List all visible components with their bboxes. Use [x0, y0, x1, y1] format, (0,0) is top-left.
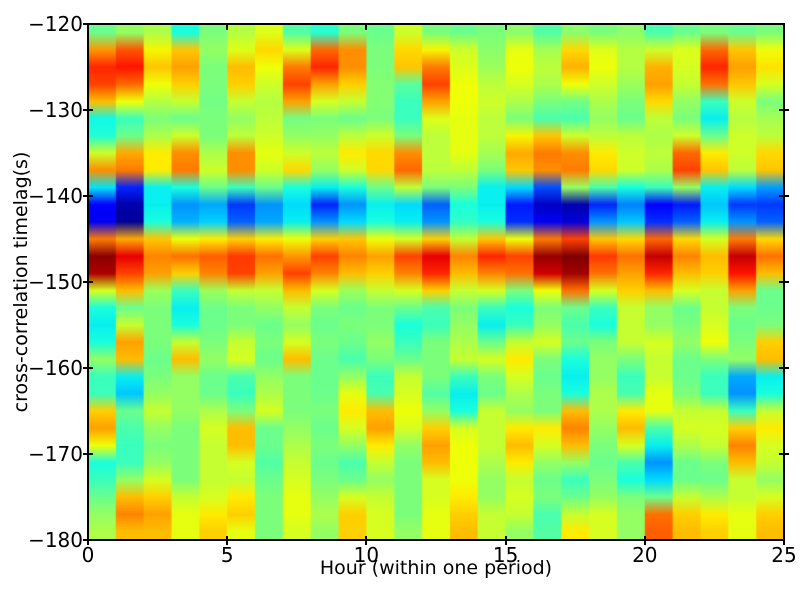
tick-mark: [83, 367, 93, 369]
tick-mark: [779, 453, 789, 455]
x-tick-label: 5: [220, 543, 234, 567]
x-tick-label: 15: [492, 543, 519, 567]
tick-mark: [783, 536, 785, 545]
tick-mark: [779, 367, 789, 369]
x-tick-label: 0: [81, 543, 95, 567]
tick-mark: [83, 539, 93, 541]
tick-mark: [643, 24, 646, 30]
y-tick-label: −170: [28, 442, 83, 466]
tick-mark: [83, 195, 93, 197]
y-tick-label: −180: [28, 528, 83, 552]
tick-mark: [226, 536, 229, 545]
tick-mark: [779, 281, 789, 283]
tick-mark: [779, 195, 789, 197]
heatmap-canvas: [88, 24, 784, 540]
y-tick-label: −120: [28, 12, 83, 36]
tick-mark: [504, 536, 507, 545]
y-tick-label: −160: [28, 356, 83, 380]
y-tick-label: −150: [28, 270, 83, 294]
y-tick-label: −130: [28, 98, 83, 122]
y-axis-label: cross-correlation timelag(s): [10, 151, 32, 413]
tick-mark: [365, 24, 368, 30]
x-axis-label: Hour (within one period): [319, 557, 553, 579]
x-tick-label: 10: [353, 543, 380, 567]
tick-mark: [226, 24, 229, 30]
tick-mark: [365, 536, 368, 545]
tick-mark: [643, 536, 646, 545]
tick-mark: [779, 109, 789, 111]
tick-mark: [83, 453, 93, 455]
x-tick-label: 20: [632, 543, 658, 567]
tick-mark: [83, 281, 93, 283]
y-tick-label: −140: [28, 184, 83, 208]
tick-mark: [504, 24, 507, 30]
x-tick-label: 25: [771, 543, 797, 567]
tick-mark: [83, 109, 93, 111]
tick-mark: [83, 23, 93, 25]
